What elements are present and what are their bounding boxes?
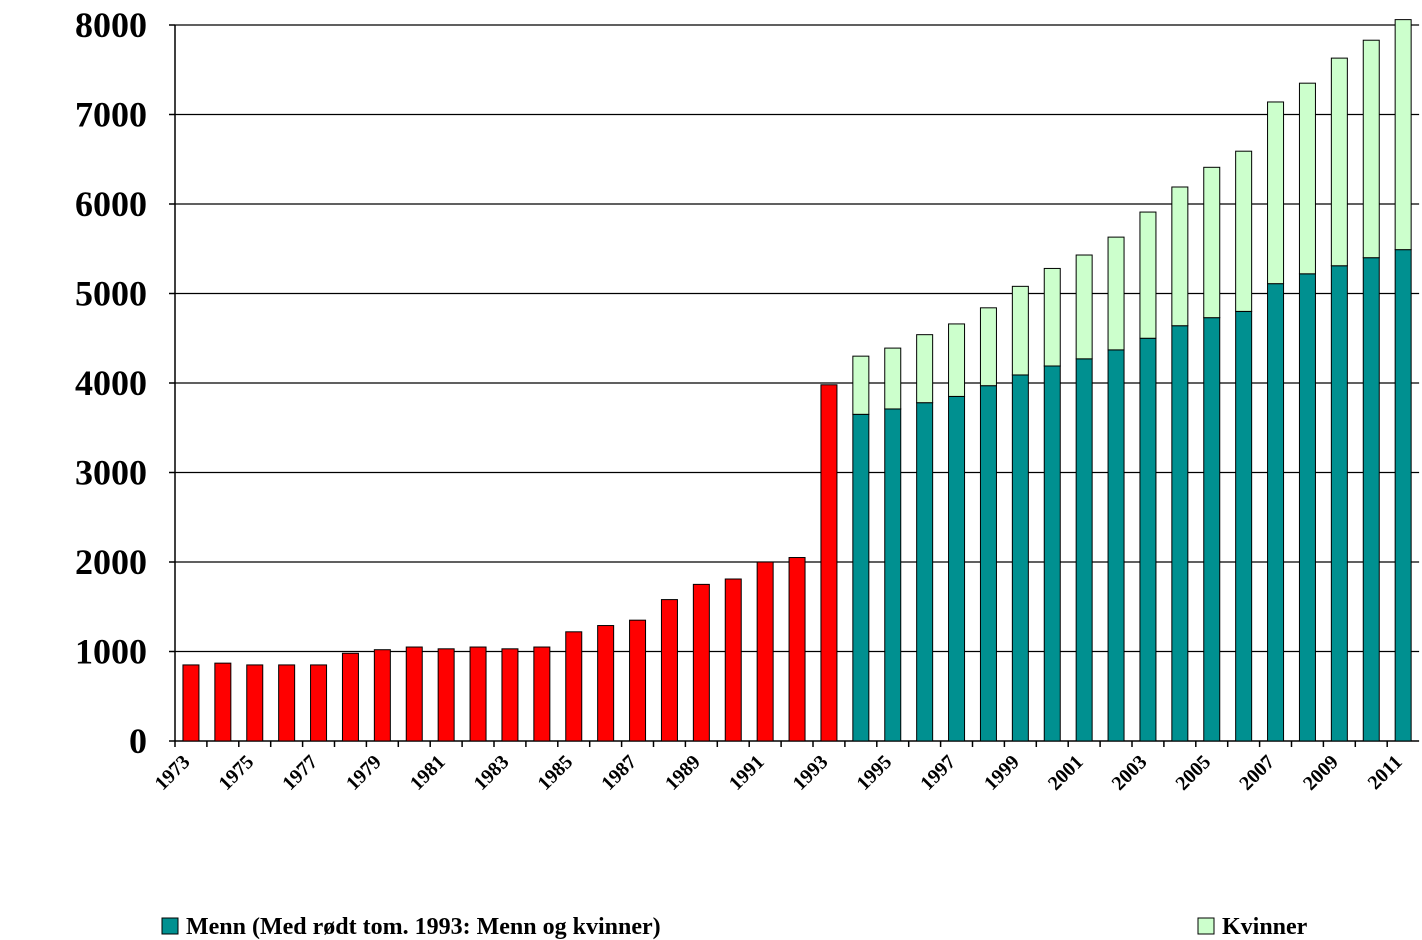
bar [311, 665, 327, 741]
bar [1044, 268, 1060, 366]
bar [1268, 102, 1284, 284]
bar [1236, 151, 1252, 311]
bar [1140, 338, 1156, 741]
bar [949, 324, 965, 396]
bar [215, 663, 231, 741]
x-tick-label: 1991 [725, 751, 769, 795]
y-tick-label: 2000 [75, 542, 147, 582]
x-tick-label: 2005 [1171, 751, 1215, 795]
y-tick-label: 1000 [75, 632, 147, 672]
x-tick-label: 1985 [533, 751, 577, 795]
bar [980, 386, 996, 741]
bar [1012, 375, 1028, 741]
x-tick-label: 2011 [1364, 751, 1407, 794]
bar [885, 409, 901, 741]
bar [1331, 266, 1347, 741]
bar [1012, 286, 1028, 375]
y-tick-label: 6000 [75, 184, 147, 224]
bar [342, 653, 358, 741]
bar [1108, 350, 1124, 741]
bar [853, 356, 869, 414]
x-tick-label: 2007 [1235, 751, 1279, 795]
bar [1172, 326, 1188, 741]
x-tick-label: 1979 [342, 751, 386, 795]
bar [917, 403, 933, 741]
bar [1172, 187, 1188, 326]
bar [757, 562, 773, 741]
bar [821, 385, 837, 741]
bar [949, 396, 965, 741]
bar [1395, 20, 1411, 250]
bar [566, 632, 582, 741]
bar [1044, 366, 1060, 741]
y-tick-label: 0 [129, 721, 147, 761]
bar [1140, 212, 1156, 338]
bar [1076, 359, 1092, 741]
chart: 0 1000 2000 3000 4000 5000 6000 7000 8000 1973 197… [0, 0, 1422, 940]
x-tick-label: 1997 [916, 751, 960, 795]
bar [406, 647, 422, 741]
bar [1268, 284, 1284, 741]
bar [789, 558, 805, 741]
bar [502, 649, 518, 741]
bar [1363, 258, 1379, 741]
x-tick-label: 1993 [789, 751, 833, 795]
bar [1204, 167, 1220, 317]
bar [534, 647, 550, 741]
bar [1395, 250, 1411, 741]
bar [725, 579, 741, 741]
bar [885, 348, 901, 409]
bar [661, 600, 677, 741]
y-tick-label: 3000 [75, 453, 147, 493]
bar [1108, 237, 1124, 350]
y-tick-label: 5000 [75, 274, 147, 314]
x-tick-label: 1989 [661, 751, 705, 795]
x-tick-label: 1981 [406, 751, 450, 795]
bar [1331, 58, 1347, 266]
legend-swatch [162, 918, 178, 934]
x-tick-label: 1995 [852, 751, 896, 795]
bar [438, 649, 454, 741]
bar [598, 626, 614, 741]
bar [183, 665, 199, 741]
bar [693, 584, 709, 741]
bar [470, 647, 486, 741]
bar [1299, 274, 1315, 741]
bar [630, 620, 646, 741]
x-tick-label: 1975 [214, 751, 258, 795]
bar [1076, 255, 1092, 359]
legend-swatch [1198, 918, 1214, 934]
legend-label: Kvinner [1222, 914, 1308, 940]
x-tick-label: 2001 [1044, 751, 1088, 795]
bar [1363, 40, 1379, 257]
y-tick-label: 7000 [75, 95, 147, 135]
y-tick-label: 4000 [75, 363, 147, 403]
bar [1299, 83, 1315, 274]
bar [374, 650, 390, 741]
bar [1204, 318, 1220, 741]
bar [980, 308, 996, 386]
x-tick-label: 1999 [980, 751, 1024, 795]
x-tick-label: 1983 [470, 751, 514, 795]
x-tick-label: 2003 [1108, 751, 1152, 795]
bar [279, 665, 295, 741]
bar [917, 335, 933, 403]
x-tick-label: 1987 [597, 751, 641, 795]
x-tick-label: 2009 [1299, 751, 1343, 795]
y-tick-label: 8000 [75, 5, 147, 45]
legend-label: Menn (Med rødt tom. 1993: Menn og kvinne… [186, 914, 661, 940]
bar [247, 665, 263, 741]
x-tick-label: 1977 [278, 751, 322, 795]
bar [1236, 311, 1252, 741]
bar [853, 414, 869, 741]
x-tick-label: 1973 [151, 751, 195, 795]
